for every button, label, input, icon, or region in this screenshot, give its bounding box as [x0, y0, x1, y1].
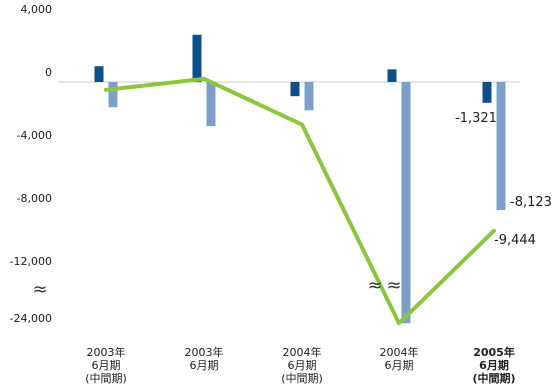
bar: [304, 82, 314, 111]
bar: [290, 82, 300, 97]
y-tick-label: -8,000: [17, 192, 52, 205]
line-series: [104, 76, 496, 326]
bar: [206, 82, 216, 127]
category-label: 2004年 6月期(中間期): [281, 345, 323, 385]
bar: [94, 66, 104, 82]
category-label: 2003年 6月期: [185, 345, 224, 372]
bar: [482, 82, 492, 103]
line-point: [203, 78, 205, 80]
line-point: [301, 124, 303, 126]
line-point: [105, 89, 107, 91]
y-tick-label: 4,000: [21, 3, 53, 16]
y-tick-label: -12,000: [10, 255, 52, 268]
category-label: 2003年 6月期(中間期): [85, 345, 127, 385]
bar: [387, 69, 397, 82]
data-label: -8,123: [510, 195, 552, 210]
y-axis-ticks: 4,000 0 -4,000 -8,000 -12,000 -24,000: [10, 3, 520, 325]
line-path: [104, 76, 496, 326]
y-tick-label: -4,000: [17, 129, 52, 142]
bars: [94, 34, 506, 324]
data-label: -1,321: [455, 111, 497, 126]
bar: [496, 82, 506, 210]
bar: [401, 82, 411, 324]
category-label: 2005年 6月期(中間期): [472, 345, 515, 385]
axis-break-mark: ≈: [386, 275, 401, 296]
axis-break-mark: ≈: [367, 275, 382, 296]
category-labels: 2003年 6月期(中間期) 2003年 6月期 2004年 6月期(中間期) 2004年 6…: [85, 345, 515, 385]
line-point: [493, 230, 495, 232]
category-label: 2004年 6月期: [380, 345, 419, 372]
line-point: [398, 322, 400, 324]
axis-break-mark: ≈: [32, 279, 47, 300]
y-tick-label: 0: [45, 66, 52, 79]
bar: [192, 34, 202, 82]
bar: [108, 82, 118, 108]
data-label: -9,444: [494, 233, 536, 248]
y-tick-label: -24,000: [10, 312, 52, 325]
data-labels: -1,321 -8,123 -9,444: [455, 111, 552, 248]
axis-break-marks: ≈ ≈ ≈: [32, 275, 401, 300]
